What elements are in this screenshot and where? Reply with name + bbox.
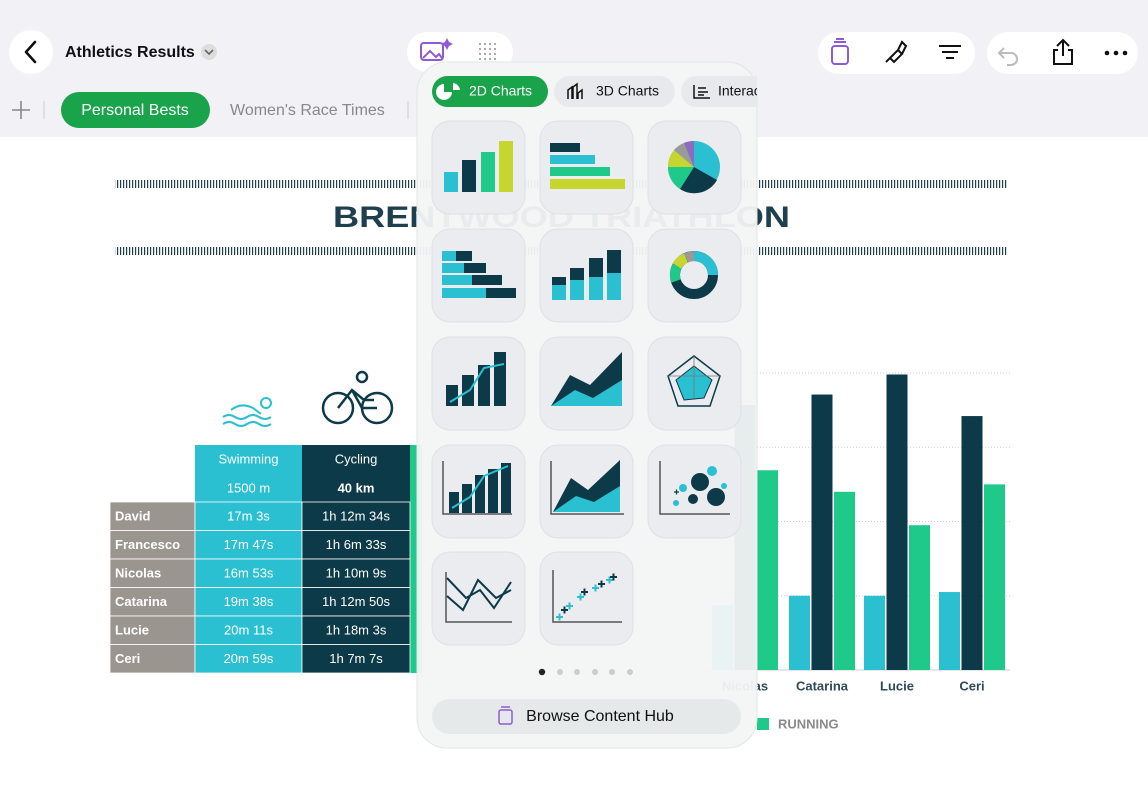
bar (909, 525, 930, 670)
row-label: David (115, 509, 150, 524)
grid-icon[interactable] (479, 43, 496, 60)
bar (757, 470, 778, 670)
tab-label[interactable]: Women's Race Times (230, 102, 385, 119)
table-cell (109, 530, 196, 560)
table-cell (194, 558, 303, 588)
chart-tab[interactable] (681, 76, 811, 107)
back-button[interactable] (9, 30, 53, 74)
tab-label[interactable]: Personal Bests (81, 102, 189, 119)
tab-icon (436, 83, 460, 100)
table-cell (194, 501, 303, 531)
chart-tab[interactable] (554, 76, 675, 107)
add-sheet[interactable] (12, 101, 30, 119)
row-label: Ceri (115, 651, 140, 666)
bar (939, 592, 960, 670)
browse-label[interactable]: Browse Content Hub (526, 708, 674, 725)
subheader-label: 1500 m (227, 480, 270, 495)
table-cell (301, 530, 411, 560)
x-tick-label: Catarina (796, 678, 849, 693)
tile-icons (442, 141, 730, 623)
chart-tab[interactable] (432, 76, 548, 107)
tab-icon (693, 85, 710, 99)
hub-icon (498, 706, 513, 725)
header-cell (195, 445, 302, 502)
x-tick-label: Lucie (880, 678, 914, 693)
chart-tile[interactable] (647, 228, 742, 323)
arrange-button[interactable] (939, 45, 961, 59)
undo-button[interactable] (997, 47, 1018, 66)
row-label: Francesco (115, 537, 180, 552)
active-tab[interactable] (61, 92, 210, 128)
legend-label: RUNNING (778, 716, 839, 731)
cell-value: 20m 59s (224, 651, 274, 666)
cell-value: 19m 38s (224, 594, 274, 609)
table-cell (301, 615, 411, 645)
bar (961, 416, 983, 670)
chart-tab-label[interactable]: 3D Charts (596, 83, 659, 99)
table-cell (301, 644, 411, 674)
cell-value: 17m 47s (224, 537, 274, 552)
cell-value: 16m 53s (224, 566, 274, 581)
content-hub-popup: 2D Charts 3D Charts Interactive Browse C… (416, 61, 811, 749)
content-hub-button[interactable] (831, 38, 849, 65)
results-table: Swimming 1500 m Cycling 40 km David 17m 3s 1h … (109, 445, 422, 674)
tools-pill (818, 32, 975, 74)
table-cell (301, 558, 411, 588)
table-cell (109, 501, 196, 531)
cell-value: 1h 12m 34s (322, 509, 390, 524)
table-cell (301, 587, 411, 617)
cell-value: 17m 3s (227, 509, 270, 524)
cell-value: 1h 18m 3s (326, 623, 387, 638)
cell-value: 1h 6m 33s (326, 537, 387, 552)
media-icon[interactable] (420, 38, 453, 61)
chart-tile[interactable] (539, 551, 634, 646)
cell-value: 1h 10m 9s (326, 566, 387, 581)
table-cell (301, 501, 411, 531)
chart-tile[interactable] (647, 444, 742, 539)
bar (886, 374, 908, 670)
row-label: Nicolas (115, 566, 161, 581)
page-dots[interactable] (538, 668, 633, 676)
swim-icon (222, 397, 272, 427)
cell-value: 20m 11s (224, 623, 273, 638)
bar (789, 595, 810, 670)
legend-swatch (757, 718, 769, 730)
tab-icon (567, 82, 583, 99)
header-cell (302, 445, 410, 502)
cell-value: 1h 7m 7s (329, 651, 383, 666)
table-cell (109, 615, 196, 645)
subheader-label: 40 km (338, 480, 375, 495)
x-tick-label: Ceri (959, 678, 984, 693)
cell-value: 1h 12m 50s (322, 594, 390, 609)
chart-tab-label[interactable]: Interactive (718, 83, 783, 99)
table-cell (194, 530, 303, 560)
table-cell (194, 587, 303, 617)
table-cell (109, 644, 196, 674)
back-icon (24, 40, 37, 64)
cycle-icon (321, 370, 394, 425)
row-label: Catarina (115, 594, 168, 609)
header-label: Swimming (219, 451, 279, 466)
chart-tab-label[interactable]: 2D Charts (469, 83, 532, 99)
format-button[interactable] (885, 40, 908, 64)
bar (811, 394, 833, 670)
chevron (204, 49, 214, 56)
bar (864, 595, 885, 670)
table-cell (194, 644, 303, 674)
header-label: Cycling (335, 451, 378, 466)
more-button[interactable] (1104, 50, 1128, 56)
title-menu[interactable] (201, 44, 217, 60)
share-button[interactable] (1053, 38, 1073, 65)
document-title[interactable]: Athletics Results (65, 44, 195, 61)
row-label: Lucie (115, 623, 149, 638)
bar (834, 491, 855, 670)
bar (984, 484, 1005, 670)
